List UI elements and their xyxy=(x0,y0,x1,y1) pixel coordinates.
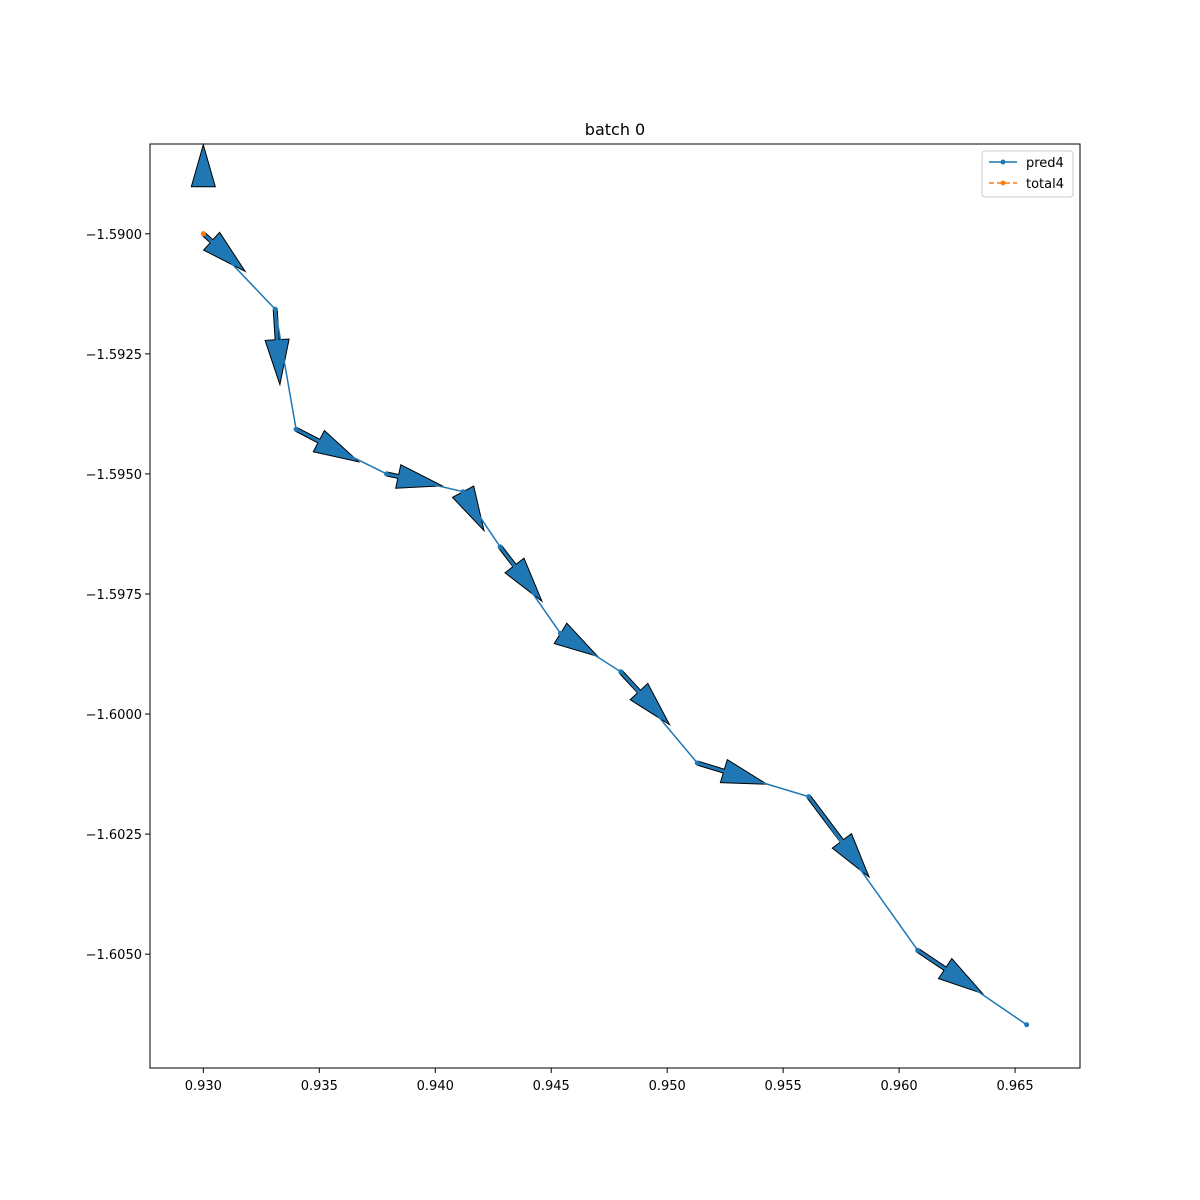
x-tick-label-5: 0.955 xyxy=(765,1079,802,1094)
point-pred4-10 xyxy=(915,947,921,953)
point-pred4-1 xyxy=(272,306,278,312)
legend: pred4 total4 xyxy=(981,150,1074,198)
point-pred4-6 xyxy=(557,630,563,636)
x-tick-label-1: 0.935 xyxy=(301,1079,338,1094)
point-pred4-3 xyxy=(384,471,390,477)
y-axis: −1.5900 −1.5925 −1.5950 −1.5975 −1.6000 −1.60… xyxy=(86,228,150,963)
y-tick-label-6: −1.6050 xyxy=(86,948,142,963)
point-pred4-4 xyxy=(460,489,466,495)
arrow-4 xyxy=(385,463,445,489)
y-tick-label-1: −1.5925 xyxy=(86,348,142,363)
x-tick-label-2: 0.940 xyxy=(417,1079,454,1094)
arrow-layer xyxy=(190,142,985,995)
x-tick-label-4: 0.950 xyxy=(649,1079,686,1094)
point-pred4-11 xyxy=(1024,1022,1030,1028)
y-tick-label-0: −1.5900 xyxy=(86,228,142,243)
arrow-0 xyxy=(190,142,216,188)
arrow-5 xyxy=(451,485,485,533)
point-pred4-7 xyxy=(618,669,624,675)
series-layer xyxy=(200,231,1030,1028)
x-tick-label-6: 0.960 xyxy=(880,1079,917,1094)
y-tick-label-2: −1.5950 xyxy=(86,468,142,483)
x-tick-label-3: 0.945 xyxy=(533,1079,570,1094)
legend-marker-total4 xyxy=(1000,180,1006,186)
x-tick-label-7: 0.965 xyxy=(996,1079,1033,1094)
point-total4-0 xyxy=(200,231,206,237)
chart-title: batch 0 xyxy=(585,120,645,139)
point-pred4-2 xyxy=(293,426,299,432)
y-tick-label-5: −1.6025 xyxy=(86,828,142,843)
legend-label-total4: total4 xyxy=(1026,177,1064,192)
point-pred4-9 xyxy=(806,794,812,800)
legend-marker-pred4 xyxy=(1000,159,1006,165)
point-pred4-8 xyxy=(694,760,700,766)
y-tick-label-4: −1.6000 xyxy=(86,708,142,723)
point-pred4-5 xyxy=(497,544,503,550)
legend-label-pred4: pred4 xyxy=(1026,156,1064,171)
plot-frame xyxy=(149,143,1081,1069)
series-line-pred4 xyxy=(202,233,1028,1026)
y-tick-label-3: −1.5975 xyxy=(86,588,142,603)
arrow-1 xyxy=(201,231,247,273)
x-tick-label-0: 0.930 xyxy=(185,1079,222,1094)
arrow-7 xyxy=(553,622,600,658)
x-axis: 0.930 0.935 0.940 0.945 0.950 0.955 0.960 0.965 xyxy=(185,1068,1034,1094)
